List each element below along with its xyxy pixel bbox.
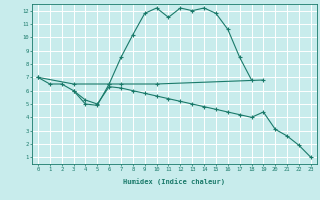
X-axis label: Humidex (Indice chaleur): Humidex (Indice chaleur) xyxy=(124,178,225,185)
